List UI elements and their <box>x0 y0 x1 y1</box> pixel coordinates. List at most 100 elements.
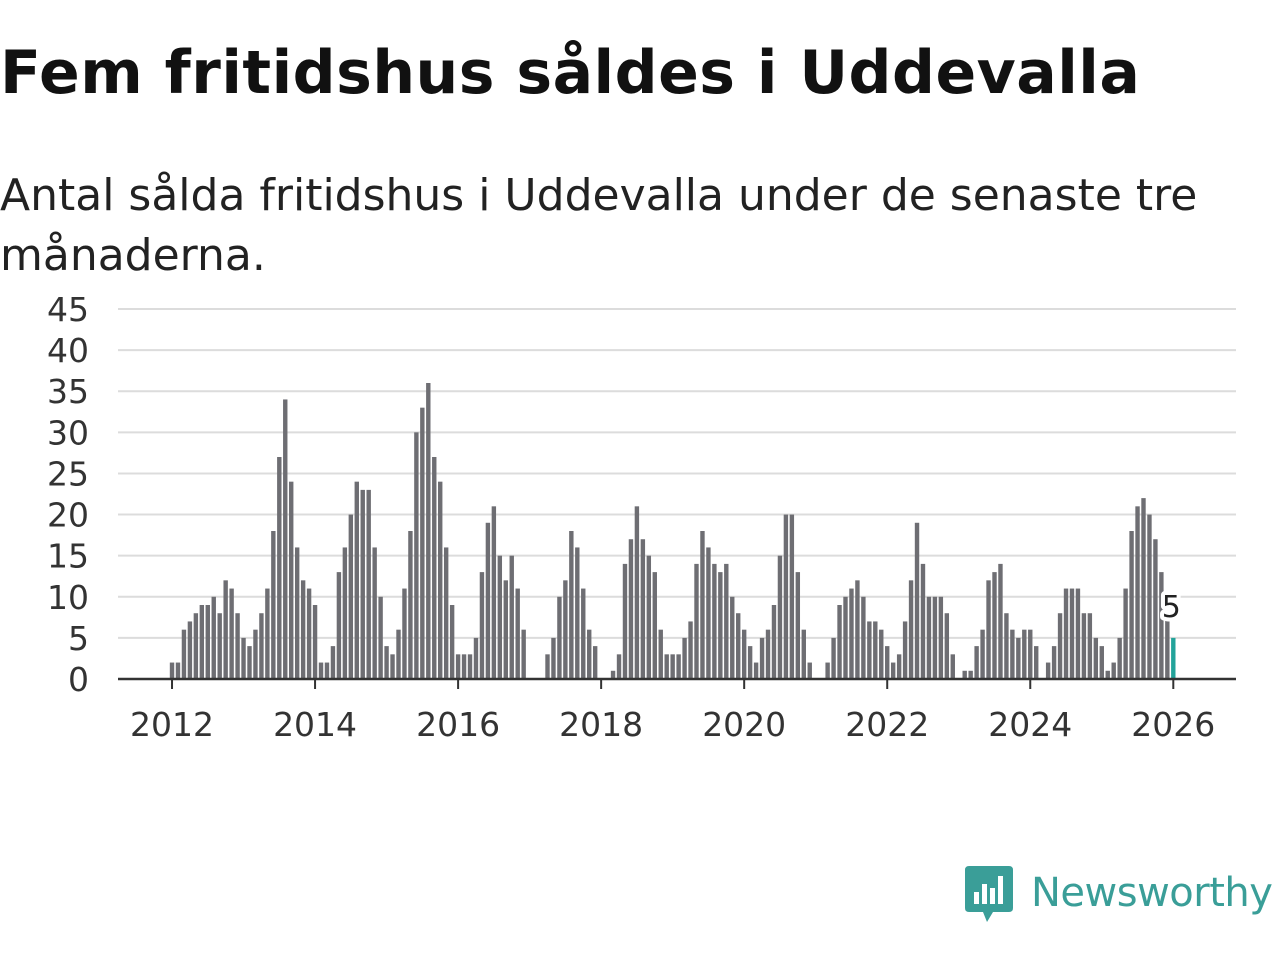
y-tick-label: 20 <box>47 496 89 535</box>
x-tick-label: 2020 <box>702 705 786 744</box>
bar <box>366 489 371 679</box>
x-tick-label: 2026 <box>1131 705 1215 744</box>
bar <box>354 481 359 679</box>
bar <box>455 654 461 679</box>
y-tick-label: 0 <box>68 660 89 699</box>
bar <box>330 646 336 679</box>
bar <box>217 613 222 679</box>
bar <box>783 514 789 679</box>
bar <box>205 605 210 679</box>
bar <box>271 531 276 679</box>
bar <box>765 629 771 679</box>
bar <box>318 662 324 679</box>
bar <box>241 637 246 679</box>
bar <box>896 654 902 679</box>
x-tick-label: 2016 <box>416 705 500 744</box>
bar <box>336 572 342 679</box>
y-tick-label: 5 <box>68 619 89 658</box>
data-label: 5 <box>1162 590 1181 625</box>
bar <box>300 580 306 679</box>
bar <box>1010 629 1015 679</box>
chart-subtitle: Antal sålda fritidshus i Uddevalla under… <box>0 170 1198 281</box>
bar <box>986 580 991 679</box>
bar <box>253 629 258 679</box>
bar <box>640 539 646 679</box>
bar <box>420 407 425 679</box>
bar <box>807 662 812 679</box>
highlight-bar <box>1171 637 1176 679</box>
bar <box>634 506 640 679</box>
bar <box>259 613 264 679</box>
y-tick-label: 45 <box>47 290 89 329</box>
bar <box>837 605 842 679</box>
bar <box>795 572 801 679</box>
bar <box>670 654 675 679</box>
newsworthy-logo[interactable]: Newsworthy <box>963 862 1273 924</box>
bar <box>730 596 735 679</box>
bar <box>706 547 711 679</box>
bar <box>199 605 205 679</box>
bar <box>1028 629 1033 679</box>
bar <box>592 646 598 679</box>
bar <box>789 514 795 679</box>
bar <box>348 514 354 679</box>
bar <box>342 547 348 679</box>
bar <box>974 646 979 679</box>
y-tick-label: 30 <box>47 413 89 452</box>
bar <box>938 596 944 679</box>
bar <box>920 563 926 679</box>
bar <box>1057 613 1063 679</box>
bar <box>1129 531 1134 679</box>
bar <box>294 547 300 679</box>
y-tick-label: 35 <box>47 372 89 411</box>
bar <box>265 588 270 679</box>
newsworthy-logo-icon <box>965 866 1013 922</box>
bar <box>223 580 228 679</box>
bar <box>1141 498 1146 679</box>
bar <box>467 654 473 679</box>
bar <box>914 522 920 679</box>
bar <box>968 670 973 679</box>
x-tick-label: 2018 <box>559 705 643 744</box>
bar <box>849 588 854 679</box>
chart-title: Fem fritidshus såldes i Uddevalla <box>0 38 1141 108</box>
bar <box>932 596 938 679</box>
bar <box>169 662 175 679</box>
bar <box>1004 613 1009 679</box>
bar <box>688 621 693 679</box>
bar <box>682 637 687 679</box>
bar <box>652 572 657 679</box>
y-tick-label: 10 <box>47 578 89 617</box>
bar <box>1051 646 1057 679</box>
bar <box>724 563 729 679</box>
bar <box>700 531 705 679</box>
data-label-halo: 5 <box>1162 590 1181 625</box>
bar <box>503 580 508 679</box>
bar <box>676 654 681 679</box>
bar <box>867 621 872 679</box>
bar <box>461 654 467 679</box>
bar <box>855 580 860 679</box>
bar <box>777 555 783 679</box>
bar <box>396 629 401 679</box>
bar <box>1159 572 1164 679</box>
bar <box>324 662 330 679</box>
bar <box>1063 588 1069 679</box>
bar <box>1093 637 1099 679</box>
bar <box>569 531 574 679</box>
bar <box>181 629 187 679</box>
bar <box>438 481 443 679</box>
bar <box>175 662 181 679</box>
bar <box>575 547 580 679</box>
bar <box>211 596 216 679</box>
bar <box>890 662 896 679</box>
bar <box>801 629 806 679</box>
brand-name: Newsworthy <box>1031 870 1273 916</box>
bar <box>378 596 383 679</box>
bar <box>283 399 288 679</box>
bar <box>1081 613 1087 679</box>
bar <box>229 588 234 679</box>
bar <box>885 646 890 679</box>
bar <box>1016 637 1021 679</box>
bar <box>962 670 967 679</box>
